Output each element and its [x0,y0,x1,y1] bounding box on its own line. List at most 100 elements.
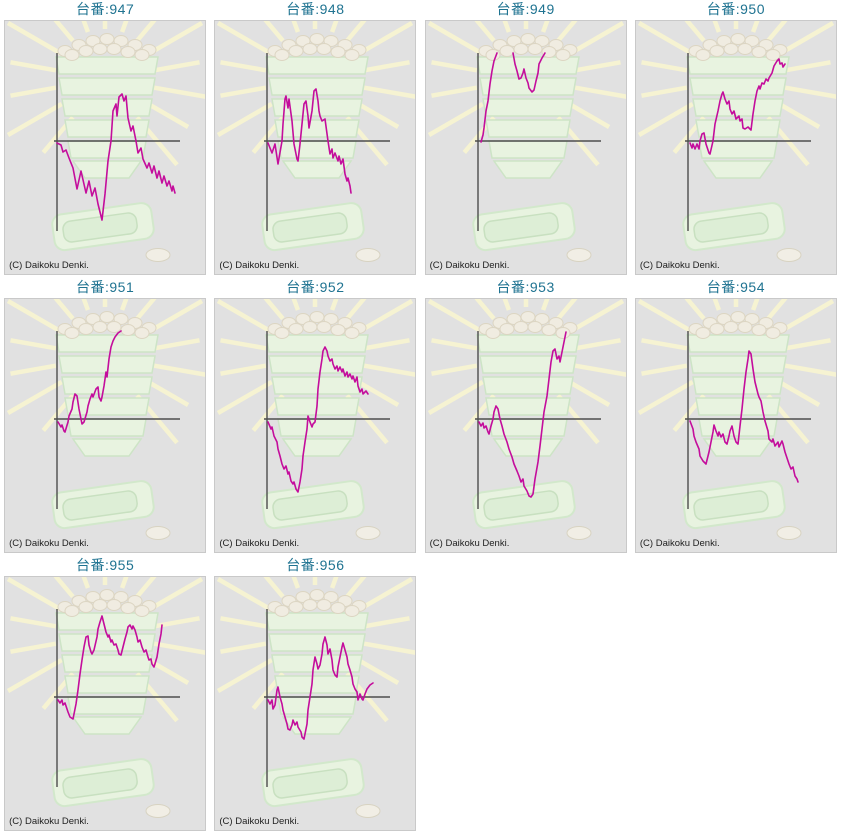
collect-tray-decoration [51,202,155,252]
ball-pile-decoration [688,311,788,339]
chart-panel: (C) Daikoku Denki. [4,576,207,831]
payout-line [267,346,370,493]
payout-line-group [477,331,567,498]
tray-stack-decoration [55,334,160,457]
payout-line [267,88,353,194]
cup-decoration [145,804,171,818]
payout-line [479,52,498,143]
machine-chart-cell: 台番:950 [631,0,841,278]
collect-tray-decoration [261,758,366,808]
machine-chart-cell: 台番:952 [210,278,420,556]
machine-illustration [7,577,206,818]
payout-line-group [57,330,122,433]
machine-illustration [427,299,626,540]
cup-decoration [355,804,381,818]
collect-tray-decoration [261,202,366,252]
chart-panel: (C) Daikoku Denki. [214,20,417,275]
ball-pile-decoration [478,311,578,339]
payout-line-group [57,615,163,720]
payout-line [267,636,375,740]
payout-line-group [267,346,370,493]
chart-panel: (C) Daikoku Denki. [214,576,417,831]
copyright-label: (C) Daikoku Denki. [429,260,510,271]
payout-line [57,615,163,720]
cup-decoration [145,248,171,262]
copyright-label: (C) Daikoku Denki. [219,816,300,827]
collect-tray-decoration [51,758,155,808]
cup-decoration [566,248,592,262]
machine-chart-cell: 台番:954 [631,278,841,556]
machine-chart-cell: 台番:955 [0,556,210,834]
payout-chart [7,299,206,540]
collect-tray-decoration [471,480,576,530]
chart-panel: (C) Daikoku Denki. [424,20,627,275]
machine-title[interactable]: 台番:956 [286,557,345,573]
chart-axes [54,331,181,509]
ball-pile-decoration [267,33,367,61]
chart-axes [54,609,181,787]
payout-line-group [56,93,176,221]
cup-decoration [776,248,802,262]
payout-line-group [479,52,546,143]
chart-axes [54,53,181,231]
copyright-label: (C) Daikoku Denki. [639,538,720,549]
chart-panel: (C) Daikoku Denki. [4,298,207,553]
machine-title[interactable]: 台番:953 [496,279,555,295]
payout-line-group [689,58,786,155]
machine-illustration [637,299,836,540]
chart-panel: (C) Daikoku Denki. [634,298,837,553]
machine-title[interactable]: 台番:948 [286,1,345,17]
payout-line [689,350,799,483]
machine-title[interactable]: 台番:947 [76,1,135,17]
chart-axes [264,609,391,787]
machine-illustration [217,21,416,262]
machine-chart-cell: 台番:948 [210,0,420,278]
machine-title[interactable]: 台番:951 [76,279,135,295]
machine-title[interactable]: 台番:949 [496,1,555,17]
payout-chart [217,21,416,262]
machine-title[interactable]: 台番:954 [706,279,765,295]
machine-chart-cell: 台番:953 [421,278,631,556]
copyright-label: (C) Daikoku Denki. [9,816,89,827]
chart-axes [264,53,391,231]
ball-pile-decoration [478,33,578,61]
machine-illustration [637,21,836,262]
copyright-label: (C) Daikoku Denki. [219,538,300,549]
machine-illustration [217,299,416,540]
cup-decoration [355,248,381,262]
cup-decoration [355,526,381,540]
payout-line-group [267,88,353,194]
ball-pile-decoration [267,311,367,339]
chart-panel: (C) Daikoku Denki. [4,20,207,275]
payout-line [57,330,122,433]
machine-illustration [7,21,206,262]
payout-line [56,93,176,221]
payout-line-group [689,350,799,483]
chart-panel: (C) Daikoku Denki. [634,20,837,275]
payout-chart [7,577,206,818]
collect-tray-decoration [261,480,366,530]
machine-title[interactable]: 台番:952 [286,279,345,295]
machine-title[interactable]: 台番:950 [706,1,765,17]
machine-illustration [7,299,206,540]
collect-tray-decoration [682,202,786,252]
copyright-label: (C) Daikoku Denki. [219,260,300,271]
chart-panel: (C) Daikoku Denki. [214,298,417,553]
machine-chart-cell: 台番:956 [210,556,420,834]
payout-chart [217,577,416,818]
light-rays-decoration [637,21,836,167]
payout-chart [637,299,836,540]
copyright-label: (C) Daikoku Denki. [9,538,89,549]
chart-axes [264,331,391,509]
tray-stack-decoration [475,334,580,457]
machine-chart-cell: 台番:951 [0,278,210,556]
machine-title[interactable]: 台番:955 [76,557,135,573]
payout-chart [217,299,416,540]
chart-axes [474,331,601,509]
cup-decoration [145,526,171,540]
payout-chart [427,299,626,540]
chart-panel: (C) Daikoku Denki. [424,298,627,553]
payout-line [511,52,546,93]
cup-decoration [776,526,802,540]
